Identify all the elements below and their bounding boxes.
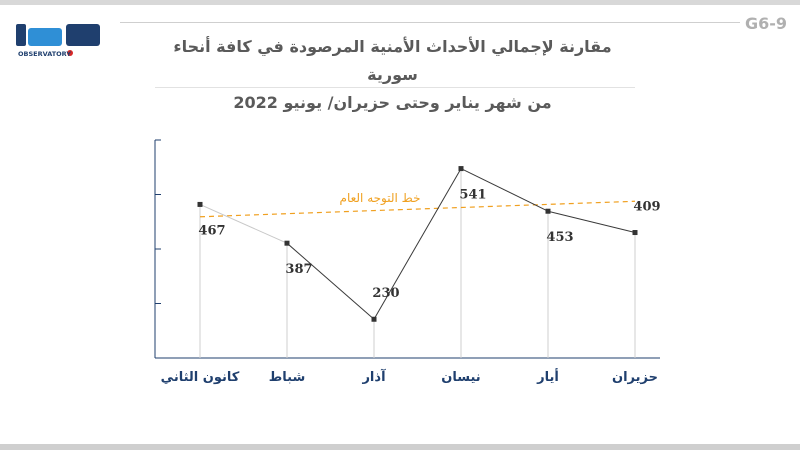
series-line-segment: [460, 168, 549, 212]
series-group: [197, 166, 638, 322]
data-point: [371, 316, 377, 322]
logo-subtitle: OBSERVATORY: [18, 50, 71, 58]
data-label: 387: [285, 262, 312, 277]
data-label: 409: [633, 200, 660, 215]
series-line-segment: [373, 168, 462, 320]
header-divider: [120, 22, 740, 23]
chart-title-line-1: مقارنة لإجمالي الأحداث الأمنية المرصودة …: [173, 37, 612, 84]
chart-title-line-2: من شهر يناير وحتى حزيران/ يونيو 2022: [233, 93, 552, 112]
trendline: [199, 200, 636, 218]
series-line-segment: [547, 210, 636, 234]
trendline-label: خط التوجه العام: [340, 191, 421, 206]
data-point: [545, 208, 551, 214]
data-point: [284, 240, 290, 246]
x-tick-label: آذار: [361, 368, 386, 385]
figure-code: G6-9: [745, 14, 788, 33]
x-tick-label: نيسان: [441, 370, 480, 385]
observatory-logo: OBSERVATORY: [16, 24, 100, 58]
x-tick-label: أيار: [536, 368, 559, 385]
data-label: 541: [459, 188, 486, 203]
chart-title: مقارنة لإجمالي الأحداث الأمنية المرصودة …: [150, 33, 635, 117]
labels-group: 467 387 230 541 453 409 كانون الثاني شباط آذار ني…: [161, 188, 661, 385]
data-label: 230: [372, 286, 399, 301]
drop-lines: [199, 168, 636, 358]
series-line-segment: [199, 203, 288, 244]
data-point: [632, 230, 638, 236]
bottom-rule: [0, 444, 800, 450]
trendline-group: خط التوجه العام: [199, 191, 636, 218]
top-rule: [0, 0, 800, 5]
x-tick-label: حزيران: [612, 370, 658, 385]
x-tick-label: كانون الثاني: [161, 370, 240, 385]
chart-axes: [154, 139, 660, 359]
logo-block: [28, 28, 62, 46]
x-tick-label: شباط: [269, 370, 305, 385]
data-label: 453: [546, 230, 573, 245]
logo-block: [66, 24, 100, 46]
data-label: 467: [198, 223, 225, 238]
logo-block: [16, 24, 26, 46]
logo-dot: [67, 50, 73, 56]
data-point: [197, 201, 203, 207]
title-divider: [155, 87, 635, 88]
series-line-segment: [286, 242, 375, 320]
data-point: [458, 166, 464, 172]
